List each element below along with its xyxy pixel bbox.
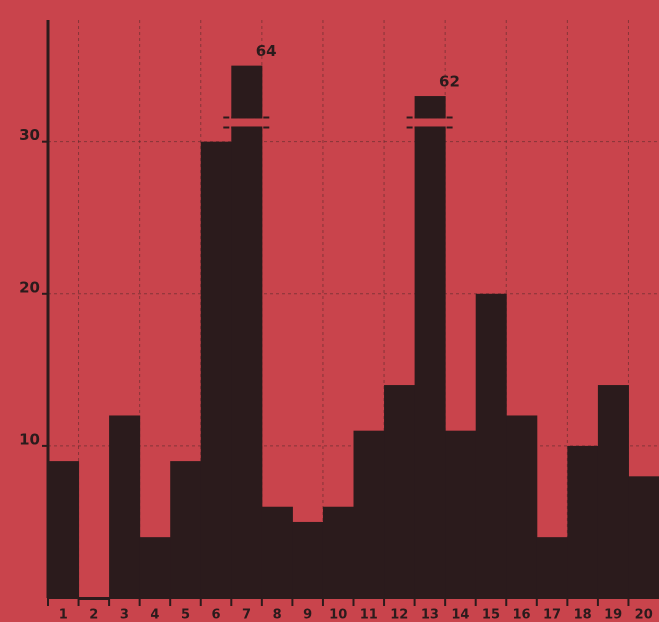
bar (597, 385, 629, 598)
bar (292, 521, 324, 598)
x-tick-label: 4 (150, 608, 159, 622)
x-tick-label: 15 (482, 608, 500, 622)
axis-break-gap (223, 118, 270, 127)
x-tick-label: 10 (329, 608, 347, 622)
x-tick-label: 14 (451, 608, 469, 622)
bar (628, 476, 659, 598)
x-tick-label: 16 (512, 608, 530, 622)
bar (414, 96, 446, 598)
bar (139, 537, 171, 598)
x-tick-label: 1 (59, 608, 68, 622)
bar (506, 415, 538, 598)
bar (567, 445, 599, 598)
y-tick-label: 20 (19, 278, 40, 296)
x-tick-label: 8 (273, 608, 282, 622)
x-tick-label: 6 (212, 608, 221, 622)
x-tick-label: 18 (574, 608, 592, 622)
bar (48, 461, 80, 598)
x-tick-label: 7 (242, 608, 251, 622)
x-tick-label: 2 (89, 608, 98, 622)
bar (536, 537, 568, 598)
value-label: 62 (439, 73, 460, 91)
y-tick-label: 10 (19, 430, 40, 448)
bar (261, 506, 293, 598)
x-tick-label: 11 (360, 608, 378, 622)
bar (231, 65, 263, 598)
bar (445, 430, 477, 598)
y-tick-label: 30 (19, 126, 40, 144)
x-tick-label: 13 (421, 608, 439, 622)
bar (170, 461, 202, 598)
x-tick-label: 5 (181, 608, 190, 622)
value-label: 64 (256, 42, 277, 60)
x-tick-label: 20 (635, 608, 653, 622)
x-tick-label: 19 (604, 608, 622, 622)
x-tick-label: 9 (303, 608, 312, 622)
x-tick-label: 12 (390, 608, 408, 622)
bar (475, 293, 507, 598)
bar (200, 141, 232, 598)
x-tick-label: 3 (120, 608, 129, 622)
x-tick-label: 17 (543, 608, 561, 622)
bar (109, 415, 141, 598)
bar (353, 430, 385, 598)
bar (322, 506, 354, 598)
bar (384, 385, 416, 598)
axis-break-gap (406, 118, 454, 127)
